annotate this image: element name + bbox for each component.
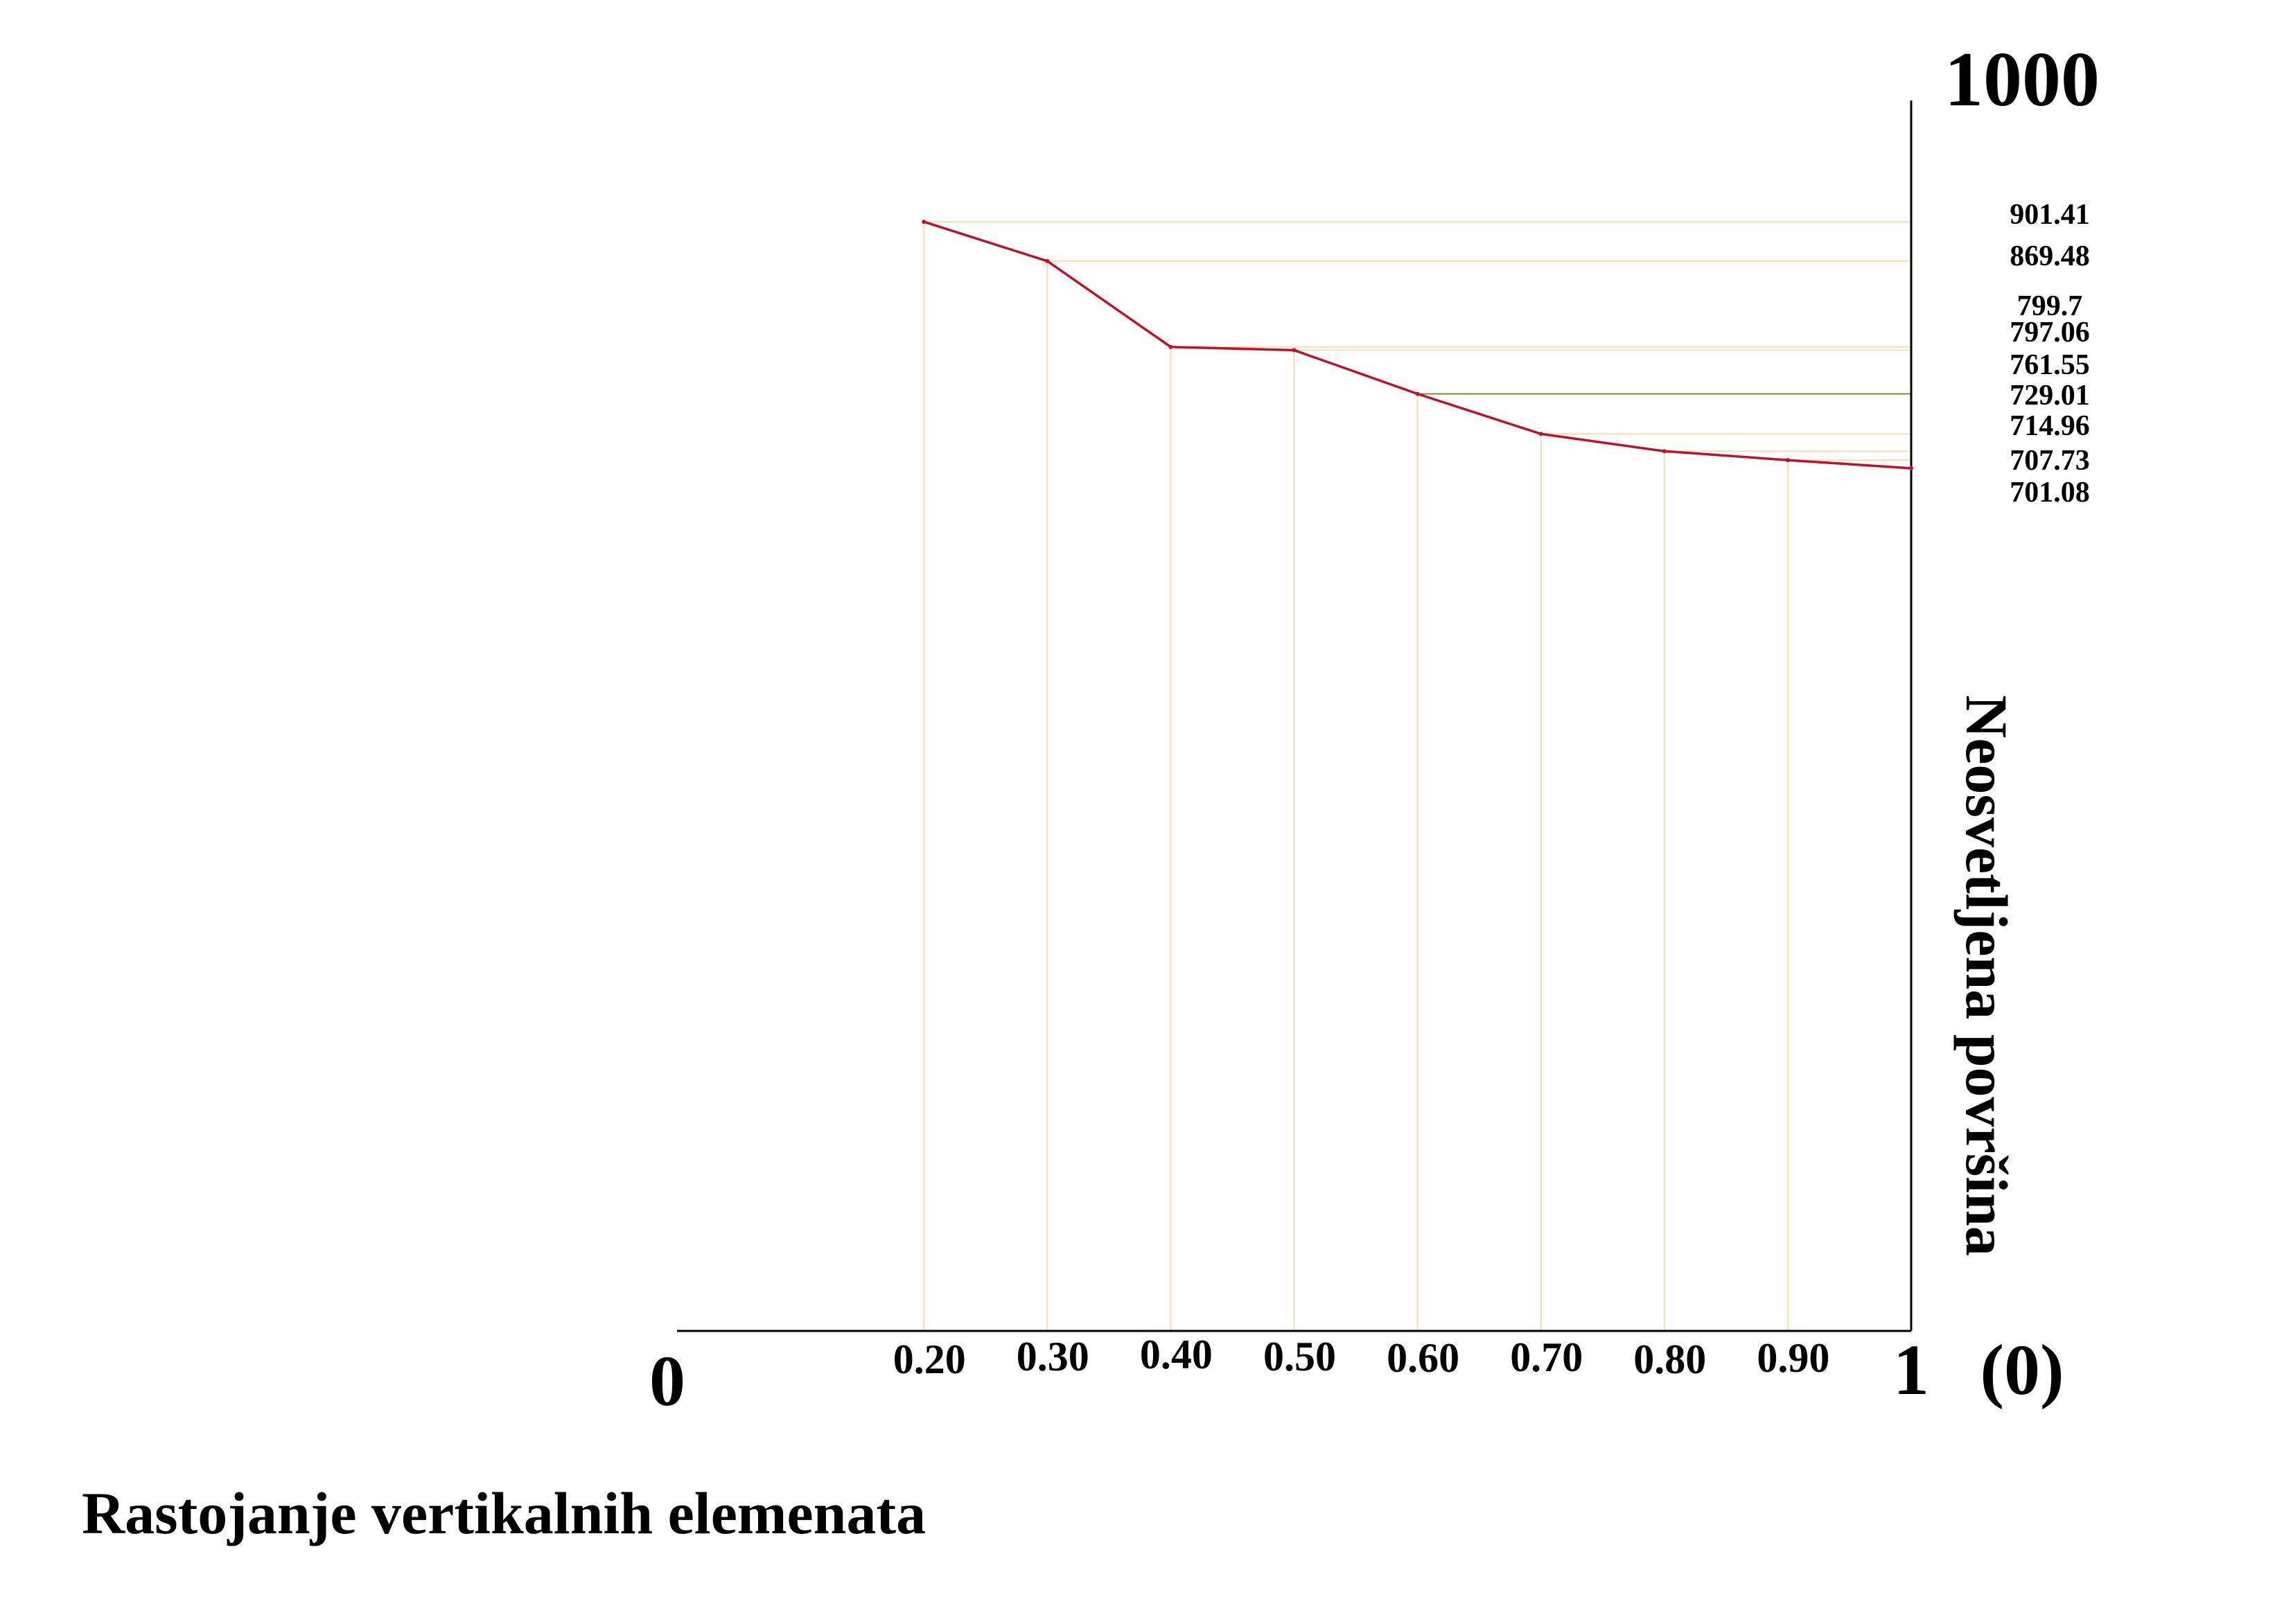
data-point	[1538, 432, 1543, 436]
x-tick-label: 0.50	[1263, 1334, 1336, 1379]
x-end-label: 1	[1893, 1330, 1929, 1410]
y-value-label: 799.7	[2017, 290, 2083, 322]
data-point	[1662, 449, 1667, 454]
y-value-label: 761.55	[2010, 349, 2090, 381]
guide-lines	[923, 221, 1911, 1331]
y-value-label: 701.08	[2010, 477, 2090, 509]
data-point	[1785, 458, 1790, 463]
y-value-label: 869.48	[2010, 240, 2090, 272]
x-tick-labels: 0.20 0.30 0.40 0.50 0.60 0.70 0.80 0.90	[893, 1332, 1830, 1382]
data-point	[1045, 258, 1050, 263]
x-tick-label: 0.20	[893, 1336, 966, 1382]
x-tick-label: 0.90	[1757, 1335, 1829, 1381]
y-value-label: 901.41	[2010, 199, 2090, 231]
data-point	[1168, 344, 1173, 349]
x-tick-label: 0.30	[1017, 1334, 1089, 1379]
x-axis-title: Rastojanje vertikalnih elemenata	[82, 1480, 926, 1546]
data-point	[922, 220, 926, 224]
x-end-extra-label: (0)	[1980, 1330, 2064, 1410]
x-tick-label: 0.70	[1510, 1334, 1583, 1380]
x-tick-label: 0.60	[1387, 1335, 1459, 1381]
x-origin-label: 0	[649, 1341, 685, 1421]
y-value-label: 714.96	[2010, 410, 2090, 442]
data-point	[1292, 348, 1297, 353]
y-axis-title: Neosvetljena površina	[1953, 695, 2020, 1256]
y-value-label: 729.01	[2010, 380, 2090, 412]
data-point	[1415, 391, 1420, 396]
data-point	[1909, 466, 1913, 470]
y-value-label: 797.06	[2010, 317, 2090, 348]
x-tick-label: 0.80	[1633, 1336, 1706, 1382]
y-value-labels: 901.41 869.48 799.7797.06761.55729.01714.9…	[2010, 199, 2090, 509]
y-top-label: 1000	[1944, 37, 2100, 123]
x-tick-label: 0.40	[1140, 1332, 1213, 1377]
y-value-label: 707.73	[2010, 445, 2090, 477]
